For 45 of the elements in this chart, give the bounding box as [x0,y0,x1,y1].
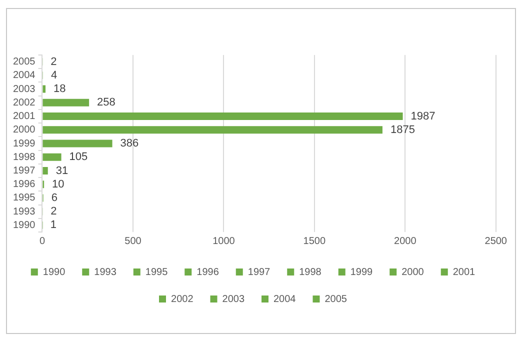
legend-label: 1999 [350,266,374,278]
legend-label: 1993 [94,266,117,278]
legend-label: 2004 [274,294,296,305]
legend-label: 2005 [324,294,348,305]
data-label: 4 [50,69,58,82]
y-tick-label: 1995 [12,192,36,204]
y-tick-label: 1993 [12,206,36,218]
x-tick-label: 2000 [394,236,417,247]
data-label: 1 [50,219,57,232]
data-label: 1875 [390,124,415,136]
legend-label: 1990 [42,266,66,278]
x-tick-label: 1000 [212,236,236,247]
y-tick-label: 2002 [12,97,36,108]
data-label: 1987 [410,110,436,122]
y-tick-label: 2001 [12,111,36,122]
legend-label: 2002 [171,294,194,305]
y-tick-label: 1998 [12,152,36,163]
legend-label: 1996 [196,266,220,278]
y-tick-label: 1990 [12,220,36,231]
legend-label: 1997 [248,266,271,278]
data-label: 10 [52,178,64,190]
y-tick-label: 2000 [12,124,36,136]
y-tick-label: 2005 [12,56,36,68]
y-tick-label: 1997 [12,165,36,176]
data-label: 2 [50,56,57,68]
data-label: 258 [97,96,116,109]
data-label: 105 [69,151,88,164]
x-tick-label: 0 [39,236,46,247]
legend-label: 2000 [402,266,424,278]
y-tick-label: 2003 [12,84,36,95]
x-tick-label: 2500 [484,236,508,247]
data-label: 2 [50,206,57,218]
data-label: 386 [120,138,139,150]
y-tick-label: 1996 [12,179,36,190]
y-tick-label: 1999 [12,138,36,150]
y-tick-label: 2004 [12,70,36,82]
data-label: 6 [51,192,58,204]
legend-label: 2003 [222,294,245,305]
x-tick-label: 1500 [303,236,326,247]
data-label: 31 [56,164,68,177]
legend-label: 2001 [452,266,476,278]
data-label: 18 [54,83,66,96]
legend-label: 1995 [145,266,168,278]
legend-label: 1998 [299,266,322,278]
x-tick-label: 500 [124,236,142,247]
